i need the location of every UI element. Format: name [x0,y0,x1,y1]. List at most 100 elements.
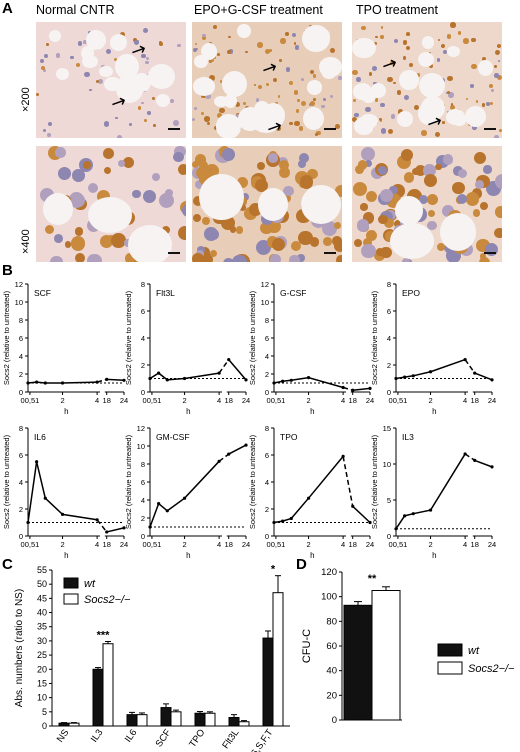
fat-vacuole [216,114,241,138]
stained-cell [143,119,147,122]
stained-cell [321,104,326,109]
stained-cell [222,147,236,161]
stained-cell [265,82,269,86]
stained-cell [421,130,427,136]
data-point [428,508,433,512]
y-tick-label: 10 [15,298,23,307]
bar-chart-plot: 0 20 40 60 80 100 120 CFU-C ** wt Socs2−/− [301,567,515,726]
stained-cell [257,162,265,170]
stained-cell [256,98,260,102]
stained-cell [414,164,426,177]
stained-cell [243,102,247,106]
data-point [403,375,407,379]
stained-cell [300,100,306,106]
stained-cell [372,65,377,71]
stained-cell [123,156,134,168]
stained-cell [389,61,394,65]
stained-cell [194,179,204,189]
stained-cell [43,53,48,58]
stained-cell [472,125,477,130]
y-tick-label: 12 [261,280,269,289]
stained-cell [355,76,361,82]
stained-cell [54,147,66,158]
stained-cell [442,205,455,218]
fat-vacuole [300,184,341,224]
stained-cell [409,63,414,68]
stained-cell [443,49,448,54]
stained-cell [290,241,301,252]
stained-cell [124,253,136,262]
stained-cell [375,248,384,257]
fat-vacuole [192,77,216,96]
stained-cell [198,252,214,262]
y-tick-label: 15 [37,678,47,688]
data-point [148,376,152,381]
data-point [463,358,467,362]
y-axis-label: Socs2 (relative to untreated) [370,434,379,529]
data-point [473,371,477,375]
stained-cell [375,35,379,39]
stained-cell [83,40,87,44]
fat-vacuole [85,30,107,51]
stained-cell [257,84,262,89]
stained-cell [293,42,297,45]
x-tick-label: 24 [488,540,496,549]
stained-cell [358,160,368,170]
stained-cell [192,195,204,206]
stained-cell [379,119,383,123]
stained-cell [46,43,49,46]
stained-cell [151,96,155,101]
stained-cell [365,106,371,113]
stained-cell [200,247,211,258]
stained-cell [89,88,92,92]
y-tick-label: 2 [19,370,23,379]
x-axis-label: h [186,407,190,416]
data-point [105,530,109,534]
stained-cell [147,111,151,115]
fat-vacuole [302,107,324,131]
stained-cell [380,35,384,39]
x-tick-label: 24 [488,396,496,405]
mag-label-400: ×400 [20,229,32,254]
y-tick-label: 10 [383,460,391,469]
fat-vacuole [261,102,286,129]
stained-cell [479,256,491,262]
stained-cell [158,42,163,46]
stained-cell [260,222,273,235]
stained-cell [289,254,300,262]
stained-cell [143,189,157,204]
stained-cell [360,147,375,161]
fat-vacuole [419,73,446,99]
bar [126,714,138,727]
bar [204,712,216,727]
stained-cell [297,254,305,262]
data-point [157,502,161,506]
data-point [95,380,99,384]
category-label: 3,6,S,F,T [245,727,276,752]
series-line-end [474,372,493,381]
stained-cell [266,236,278,248]
y-axis-label: Socs2 (relative to untreated) [124,434,133,529]
category-label: Flt3L [220,727,241,751]
series-line [395,358,466,380]
y-axis-label: Socs2 (relative to untreated) [370,290,379,385]
stained-cell [497,74,502,80]
stained-cell [264,49,270,55]
stained-cell [151,172,161,181]
data-point [490,378,494,382]
stained-cell [486,101,490,106]
category-label: IL6 [123,727,140,744]
y-axis-label: Socs2 (relative to untreated) [124,290,133,385]
y-tick-label: 6 [265,451,269,460]
stained-cell [474,179,484,189]
stained-cell [488,83,494,89]
data-point [341,454,345,458]
bar [136,714,148,727]
stained-cell [329,48,335,54]
y-tick-label: 50 [37,579,47,589]
arrow-icon: → [378,52,401,77]
x-tick-label: 4 [217,540,221,549]
x-axis-label: h [64,551,68,560]
